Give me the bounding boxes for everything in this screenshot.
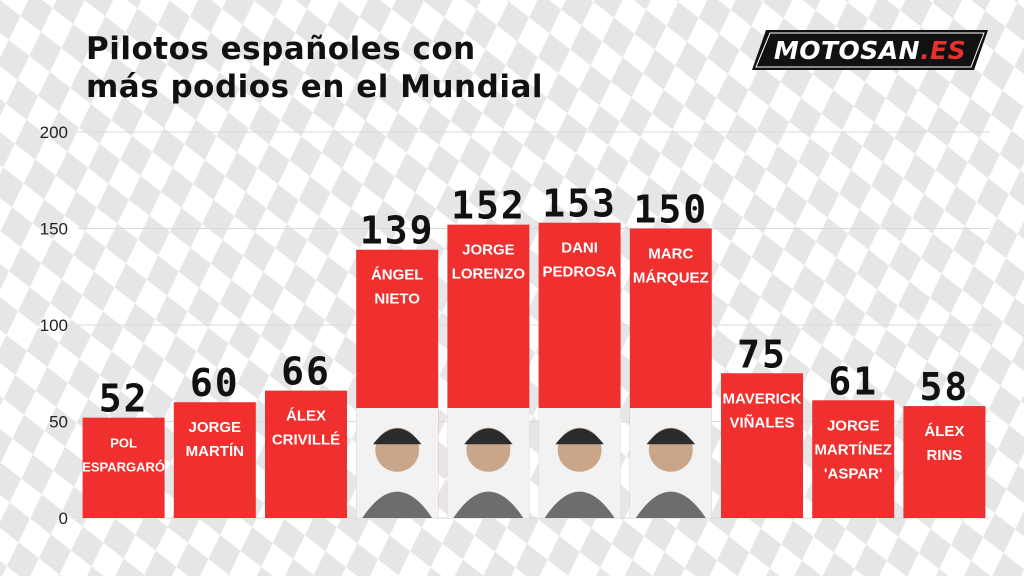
logo-main-text: MOTOSAN (773, 35, 921, 65)
chart-title-line-2: más podios en el Mundial (86, 69, 543, 105)
y-tick-label: 50 (49, 413, 68, 432)
category-label: MÁRQUEZ (633, 270, 709, 287)
rider-portrait-icon (362, 427, 433, 518)
data-label: 61 (828, 359, 878, 403)
rider-portrait-icon (453, 427, 524, 518)
category-label: MARTÍN (186, 443, 244, 460)
data-label: 153 (542, 182, 617, 226)
bar (173, 402, 256, 518)
category-label: MARC (648, 246, 693, 263)
bar (265, 390, 347, 518)
category-label: JORGE (189, 419, 242, 436)
category-label: JORGE (827, 417, 880, 434)
category-label: ESPARGARÓ (82, 460, 165, 475)
chart-title-line-1: Pilotos españoles con (86, 31, 476, 67)
data-label: 150 (633, 188, 708, 232)
data-label: 60 (190, 361, 240, 405)
chart-title: Pilotos españoles con más podios en el M… (86, 30, 543, 106)
bar (82, 417, 165, 518)
category-label: 'ASPAR' (824, 465, 883, 482)
category-label: PEDROSA (543, 264, 617, 281)
category-label: ÁLEX (286, 408, 326, 425)
rider-portrait-icon (635, 427, 706, 518)
bar (812, 400, 895, 518)
category-label: DANI (561, 240, 598, 257)
y-tick-label: 150 (40, 220, 68, 239)
data-label: 58 (920, 365, 970, 409)
data-label: 52 (99, 377, 149, 421)
category-label: ÁNGEL (371, 267, 424, 284)
category-label: JORGE (462, 242, 515, 259)
category-label: ÁLEX (924, 423, 964, 440)
category-label: CRIVILLÉ (272, 432, 340, 449)
y-tick-label: 200 (40, 123, 68, 142)
category-label: LORENZO (452, 266, 526, 283)
category-label: POL (110, 436, 137, 451)
data-label: 139 (360, 209, 435, 253)
category-label: NIETO (374, 291, 420, 308)
logo-suffix-text: .ES (920, 35, 967, 65)
motosan-logo: MOTOSAN .ES (752, 30, 988, 70)
category-label: RINS (926, 447, 962, 464)
data-label: 66 (281, 350, 331, 394)
bar (903, 406, 986, 518)
bar (721, 373, 803, 518)
category-label: MAVERICK (723, 390, 802, 407)
data-label: 75 (737, 332, 787, 376)
category-label: MARTÍNEZ (814, 441, 892, 458)
y-tick-label: 100 (40, 316, 68, 335)
data-label: 152 (451, 184, 526, 228)
logo-badge-shape (752, 30, 988, 70)
y-tick-label: 0 (59, 509, 68, 528)
category-label: VIÑALES (729, 413, 794, 431)
rider-portrait-icon (544, 427, 615, 518)
